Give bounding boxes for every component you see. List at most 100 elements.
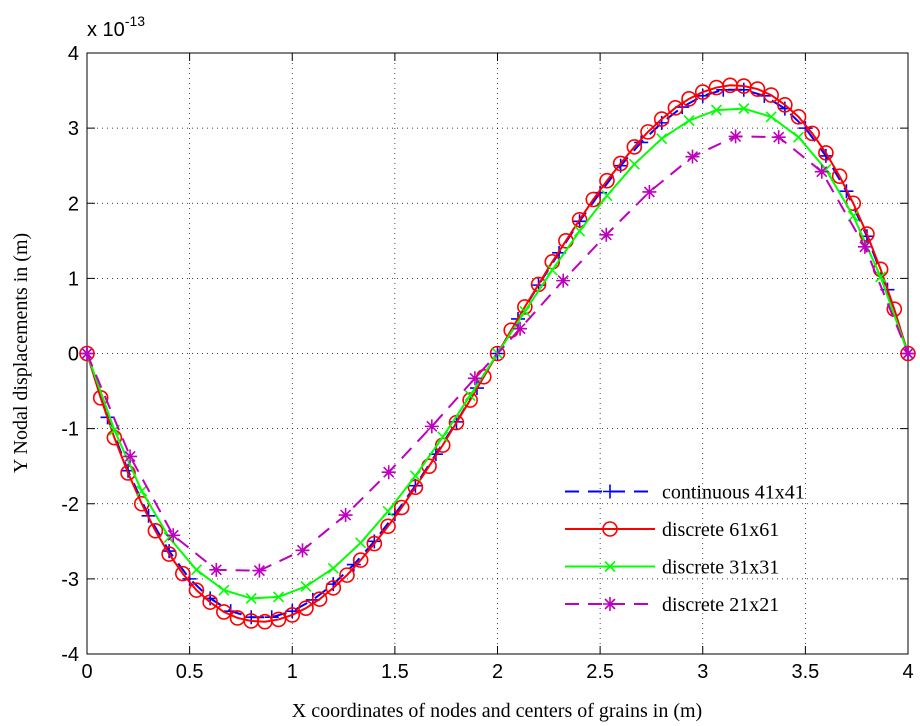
marker	[272, 591, 285, 603]
marker	[628, 158, 640, 170]
y-scale-label: x 10	[87, 19, 125, 41]
marker	[338, 508, 353, 523]
marker	[604, 560, 616, 573]
marker	[653, 111, 670, 127]
marker	[642, 184, 657, 199]
marker	[681, 91, 697, 107]
marker	[656, 133, 668, 145]
x-tick-label: 0.5	[176, 661, 204, 683]
marker	[749, 81, 766, 97]
x-tick-label: 2	[492, 661, 503, 683]
marker	[599, 172, 615, 189]
marker	[517, 299, 533, 315]
y-tick-label: 1	[68, 268, 79, 290]
y-tick-label: -4	[61, 644, 79, 666]
marker	[300, 580, 312, 592]
marker	[174, 565, 191, 582]
y-tick-label: 4	[68, 43, 79, 65]
marker	[859, 226, 875, 242]
marker	[519, 305, 531, 317]
marker	[270, 611, 287, 628]
marker	[136, 485, 148, 497]
marker	[556, 273, 571, 288]
marker	[574, 225, 586, 237]
marker	[467, 371, 482, 386]
marker	[771, 130, 786, 145]
marker	[640, 124, 656, 140]
marker	[202, 594, 218, 610]
x-tick-label: 2.5	[586, 661, 614, 683]
y-axis-title: Y Nodal displacements in (m)	[10, 233, 32, 473]
marker	[218, 584, 230, 596]
marker	[380, 518, 396, 535]
y-scale: x 10-13	[87, 13, 145, 41]
marker	[80, 346, 94, 361]
marker	[166, 528, 181, 543]
legend-label: continuous 41x41	[662, 482, 805, 504]
marker	[339, 567, 355, 583]
marker	[311, 591, 328, 607]
x-tick-label: 1	[287, 661, 298, 683]
marker	[818, 145, 834, 161]
series-line	[86, 135, 909, 572]
marker	[847, 210, 859, 222]
marker	[407, 479, 424, 496]
x-tick-label: 1.5	[381, 661, 409, 683]
marker	[667, 100, 684, 116]
marker	[298, 600, 314, 616]
marker	[513, 321, 528, 336]
marker	[685, 149, 700, 164]
y-tick-label: -2	[61, 494, 79, 516]
marker	[327, 562, 339, 574]
marker	[462, 392, 478, 408]
marker	[599, 227, 614, 242]
marker	[710, 104, 723, 116]
marker	[626, 139, 643, 155]
y-tick-label: 0	[68, 344, 79, 366]
y-tick-label: -3	[61, 569, 79, 591]
marker	[694, 84, 711, 100]
marker	[546, 264, 558, 276]
marker	[409, 470, 421, 482]
marker	[216, 604, 232, 620]
x-tick-label: 3	[697, 661, 708, 683]
marker	[382, 505, 394, 517]
legend-label: discrete 61x61	[662, 519, 779, 541]
marker	[393, 499, 410, 516]
marker	[857, 239, 872, 254]
y-tick-label: -1	[61, 419, 79, 441]
marker	[188, 582, 205, 598]
x-axis-title: X coordinates of nodes and centers of gr…	[292, 700, 702, 722]
marker	[603, 597, 617, 611]
marker	[325, 580, 342, 596]
marker	[612, 155, 629, 172]
y-tick-label: 3	[68, 118, 79, 140]
marker	[777, 97, 793, 113]
marker	[683, 115, 695, 127]
marker	[875, 271, 887, 283]
marker	[814, 164, 829, 179]
x-tick-label: 4	[902, 661, 913, 683]
y-tick-label: 2	[68, 193, 79, 215]
marker	[161, 546, 177, 562]
marker	[585, 191, 602, 208]
marker	[252, 563, 267, 578]
marker	[571, 211, 588, 228]
marker	[352, 552, 369, 568]
marker	[831, 168, 848, 185]
marker	[763, 87, 779, 103]
legend-label: discrete 21x21	[662, 594, 779, 616]
marker	[489, 345, 506, 362]
marker	[295, 543, 310, 558]
marker	[792, 131, 805, 143]
marker	[437, 431, 449, 443]
marker	[245, 592, 257, 604]
legend: continuous 41x41 discrete 61x61 discrete 3…	[565, 482, 805, 616]
marker	[120, 465, 136, 481]
marker	[190, 564, 203, 576]
y-scale-exponent: -13	[125, 13, 145, 29]
marker	[602, 521, 618, 537]
marker	[601, 190, 613, 202]
legend-label: discrete 31x31	[662, 557, 779, 579]
